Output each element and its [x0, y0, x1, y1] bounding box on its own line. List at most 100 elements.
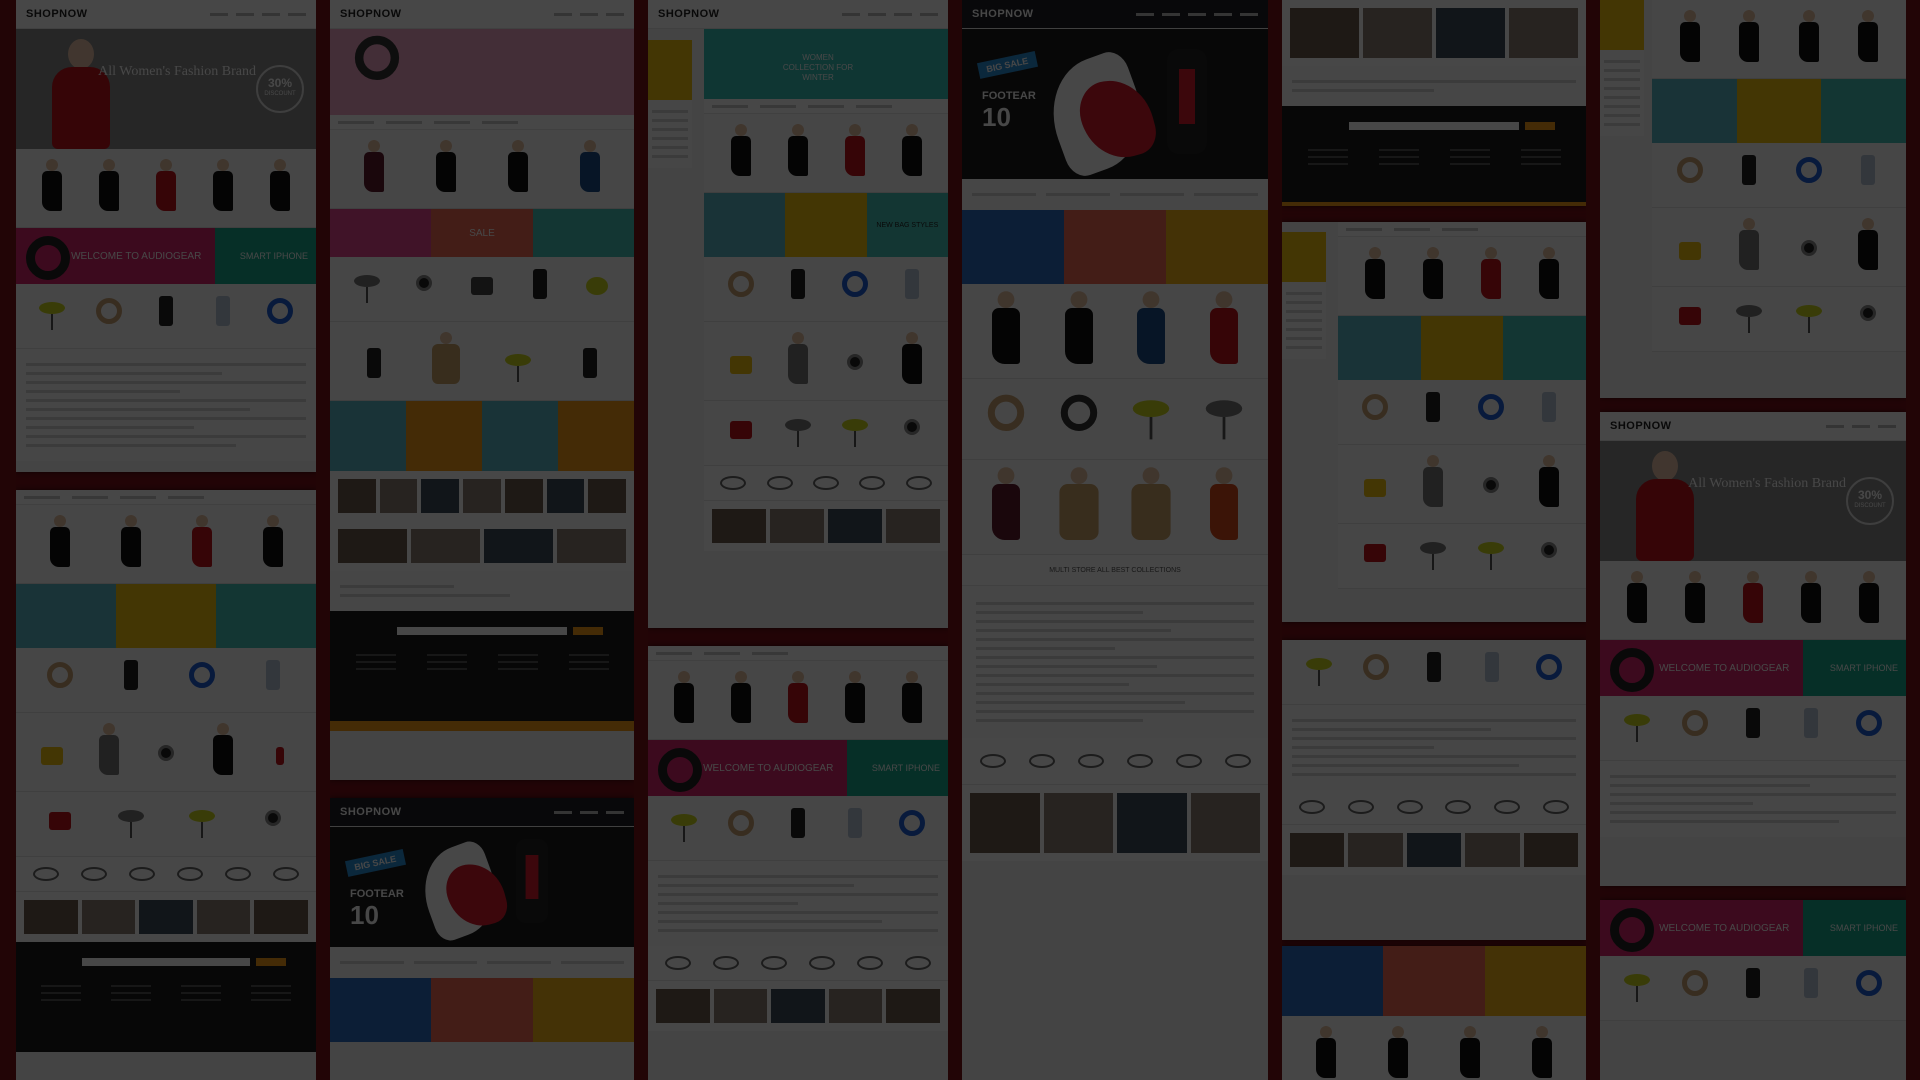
product-item[interactable] [1127, 291, 1175, 367]
chair-icon[interactable] [667, 806, 701, 846]
watch-icon[interactable] [838, 346, 872, 386]
product-item[interactable] [982, 467, 1030, 543]
chair-icon[interactable] [1792, 297, 1826, 337]
product-item[interactable] [1055, 467, 1103, 543]
toy-icon[interactable] [580, 267, 614, 307]
headphones-icon[interactable] [1678, 706, 1712, 746]
chair-icon[interactable] [1302, 650, 1336, 690]
preview-page[interactable]: SHOPNOW WOMEN COLLECTION FOR WINTER NEW … [648, 0, 948, 628]
preview-page[interactable]: SHOPNOW BIG SALE FOOTEAR 10 [962, 0, 1268, 1080]
product-item[interactable] [1381, 1026, 1415, 1080]
headphones-icon[interactable] [1673, 153, 1707, 193]
product-item[interactable] [429, 140, 463, 194]
product-item[interactable] [1851, 10, 1885, 64]
sale-tag[interactable] [1673, 232, 1707, 272]
iphone-banner[interactable]: SMART IPHONE [1803, 900, 1906, 956]
preview-page[interactable] [1282, 640, 1586, 940]
newsletter-input[interactable] [396, 627, 604, 635]
preview-page[interactable] [1282, 0, 1586, 206]
watch-icon[interactable] [1792, 232, 1826, 272]
sale-tag[interactable] [724, 346, 758, 386]
phone-icon[interactable] [523, 267, 557, 307]
hat-icon[interactable] [350, 267, 384, 307]
preview-page[interactable]: SHOPNOW All Women's Fashion Brand 30% DIS… [16, 0, 316, 472]
preview-page[interactable] [1282, 946, 1586, 1080]
product-item[interactable] [206, 159, 240, 213]
preview-page[interactable] [1600, 0, 1906, 398]
product-item[interactable] [1851, 218, 1885, 272]
phone-icon[interactable] [573, 346, 607, 386]
product-item[interactable] [1525, 1026, 1559, 1080]
product-item[interactable] [1416, 455, 1450, 509]
iphone-banner[interactable]: SMART IPHONE [215, 228, 316, 284]
headphones-icon[interactable] [92, 294, 126, 334]
phone-icon[interactable] [206, 294, 240, 334]
chair-icon[interactable] [185, 802, 219, 842]
phone-icon[interactable] [1736, 966, 1770, 1006]
phone-icon[interactable] [1532, 390, 1566, 430]
bag-icon[interactable] [724, 411, 758, 451]
multi-store-banner[interactable]: MULTI STORE ALL BEST COLLECTIONS [962, 555, 1268, 586]
headphones-icon[interactable] [1359, 650, 1393, 690]
chair-icon[interactable] [1127, 389, 1175, 445]
chair-icon[interactable] [1620, 706, 1654, 746]
phone-icon[interactable] [1851, 153, 1885, 193]
product-item[interactable] [149, 159, 183, 213]
product-item[interactable] [1732, 10, 1766, 64]
newsletter-input[interactable] [82, 958, 286, 966]
product-item[interactable] [1532, 247, 1566, 301]
product-item[interactable] [573, 140, 607, 194]
phone-icon[interactable] [1794, 706, 1828, 746]
product-item[interactable] [724, 671, 758, 725]
audiogear-banner[interactable]: WELCOME TO AUDIOGEAR [648, 740, 848, 796]
headphones-icon[interactable] [838, 267, 872, 307]
headphones-icon[interactable] [1055, 389, 1103, 445]
product-item[interactable] [92, 723, 126, 777]
chair-icon[interactable] [1474, 534, 1508, 574]
phone-icon[interactable] [1475, 650, 1509, 690]
sale-tag[interactable] [1358, 469, 1392, 509]
product-item[interactable] [501, 140, 535, 194]
preview-page[interactable]: SHOPNOW All Women's Fashion Brand 30% DIS… [1600, 412, 1906, 886]
watch-icon[interactable] [1474, 469, 1508, 509]
product-item[interactable] [1532, 455, 1566, 509]
product-item[interactable] [667, 671, 701, 725]
product-item[interactable] [1309, 1026, 1343, 1080]
preview-page[interactable]: SHOPNOW SALE [330, 0, 634, 780]
headphones-icon[interactable] [1792, 153, 1826, 193]
preview-page[interactable] [16, 490, 316, 1080]
sale-banner[interactable]: SALE [431, 209, 533, 257]
phone-icon[interactable] [1732, 153, 1766, 193]
preview-page[interactable]: SHOPNOW BIG SALE FOOTEAR 10 [330, 798, 634, 1080]
headphones-icon[interactable] [1532, 650, 1566, 690]
bag-icon[interactable] [1673, 297, 1707, 337]
product-item[interactable] [92, 159, 126, 213]
chair-icon[interactable] [1200, 389, 1248, 445]
iphone-banner[interactable]: SMART IPHONE [847, 740, 948, 796]
product-item[interactable] [838, 671, 872, 725]
chair-icon[interactable] [1416, 534, 1450, 574]
device-icon[interactable] [357, 346, 391, 386]
product-item[interactable] [895, 671, 929, 725]
product-item[interactable] [838, 124, 872, 178]
chair-icon[interactable] [1620, 966, 1654, 1006]
product-item[interactable] [256, 515, 290, 569]
product-item[interactable] [1620, 571, 1654, 625]
headphones-icon[interactable] [895, 806, 929, 846]
product-item[interactable] [1736, 571, 1770, 625]
headphones-icon[interactable] [1852, 966, 1886, 1006]
product-item[interactable] [206, 723, 240, 777]
new-bag-banner[interactable]: NEW BAG STYLES [866, 193, 948, 257]
watch-icon[interactable] [1851, 297, 1885, 337]
phone-icon[interactable] [895, 267, 929, 307]
product-item[interactable] [263, 159, 297, 213]
headphones-icon[interactable] [724, 267, 758, 307]
headphones-icon[interactable] [1474, 390, 1508, 430]
headphones-icon[interactable] [1852, 706, 1886, 746]
headphones-icon[interactable] [185, 658, 219, 698]
product-item[interactable] [1127, 467, 1175, 543]
product-item[interactable] [357, 140, 391, 194]
phone-icon[interactable] [781, 806, 815, 846]
nail-polish-icon[interactable] [263, 737, 297, 777]
product-item[interactable] [1794, 571, 1828, 625]
